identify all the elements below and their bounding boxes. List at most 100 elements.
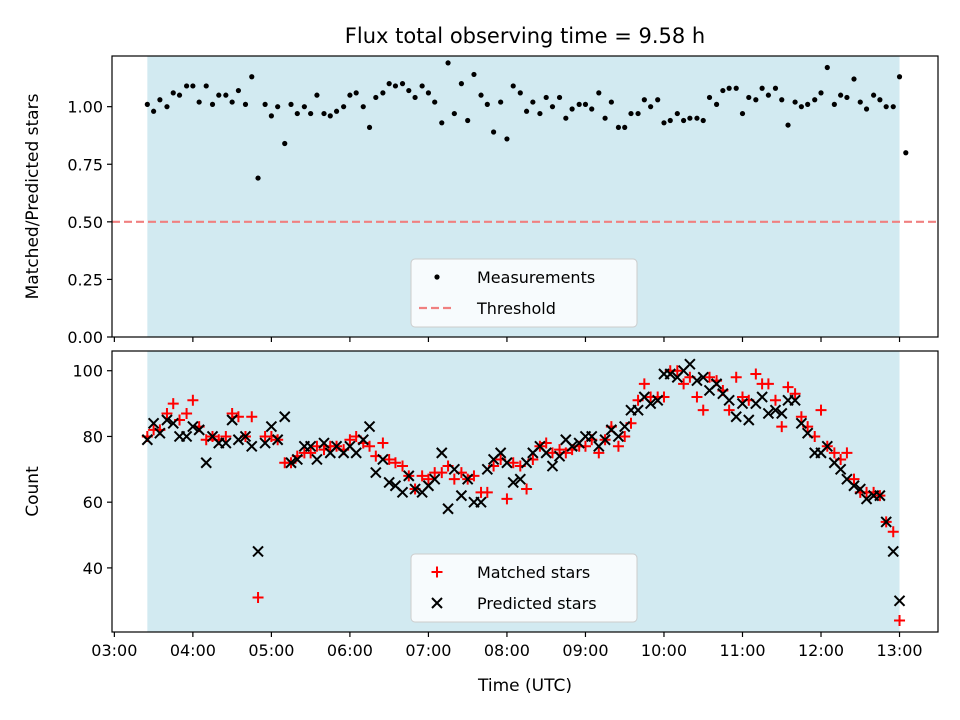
matched-star-point — [697, 404, 709, 416]
measurement-point — [681, 117, 687, 124]
matched-star-point — [612, 440, 624, 452]
measurement-point — [151, 108, 157, 114]
predicted-star-point — [193, 424, 205, 436]
predicted-star-point — [632, 404, 644, 416]
measurement-point — [582, 101, 589, 107]
matched-star-point — [619, 430, 631, 442]
y-tick-label: 80 — [83, 427, 103, 446]
measurement-point — [498, 99, 504, 105]
predicted-star-point — [442, 503, 454, 515]
matched-star-point — [815, 404, 827, 416]
measurement-point — [818, 90, 824, 96]
measurement-point — [706, 94, 713, 101]
measurement-point — [628, 110, 634, 117]
predicted-star-point — [697, 371, 709, 383]
predicted-star-point — [279, 411, 291, 423]
y-axis-label: Count — [23, 466, 43, 517]
matched-star-point — [593, 447, 605, 459]
measurement-point — [190, 83, 196, 89]
measurement-point — [465, 117, 471, 124]
predicted-star-point — [854, 483, 866, 495]
axes-frame — [111, 350, 939, 633]
measurement-point — [406, 87, 412, 94]
measurement-point — [812, 97, 818, 103]
predicted-star-point — [612, 430, 625, 443]
predicted-star-point — [848, 480, 860, 492]
measurement-point — [451, 110, 457, 117]
measurement-point — [549, 104, 556, 110]
measurement-point — [229, 99, 235, 105]
matched-star-point — [448, 473, 460, 485]
y-tick-label: 100 — [72, 362, 103, 381]
measurement-point — [341, 104, 347, 110]
matched-star-point — [554, 444, 566, 456]
ratio-panel: 0.00 0.25 0.50 0.75 1.00 Matched/Predicted st… — [23, 55, 939, 347]
measurement-point — [510, 83, 516, 89]
measurement-point — [844, 94, 850, 101]
measurement-point — [523, 108, 530, 114]
measurement-point — [589, 106, 595, 112]
predicted-star-point — [651, 394, 664, 407]
measurement-point — [779, 97, 785, 103]
predicted-star-point — [494, 447, 507, 459]
measurement-point — [851, 76, 857, 82]
measurement-point — [360, 104, 366, 110]
matched-star-point — [521, 483, 533, 495]
predicted-star-point — [383, 476, 395, 489]
predicted-star-point — [743, 414, 755, 426]
predicted-star-point — [789, 394, 801, 407]
x-tick-label: 04:00 — [170, 641, 216, 660]
predicted-star-point — [769, 404, 782, 416]
predicted-star-point — [357, 434, 369, 446]
measurement-point — [759, 85, 765, 91]
measurement-point — [863, 106, 870, 112]
measurement-point — [321, 110, 327, 117]
measurement-point — [733, 85, 739, 91]
measurement-point — [792, 99, 798, 105]
y-tick-label: 1.00 — [67, 98, 103, 117]
matched-star-point — [481, 486, 493, 498]
measurement-point — [268, 113, 274, 119]
matched-star-point — [887, 526, 899, 538]
matched-star-point — [789, 388, 801, 400]
measurement-point — [380, 90, 386, 96]
predicted-star-point — [271, 434, 284, 446]
predicted-star-point — [546, 460, 559, 472]
measurement-point — [537, 110, 543, 117]
measurement-point — [687, 115, 693, 121]
measurement-point — [504, 136, 510, 142]
measurement-point — [556, 94, 563, 101]
measurement-point — [641, 97, 647, 103]
measurement-point — [661, 120, 667, 126]
predicted-star-point — [507, 476, 519, 489]
matched-star-point — [507, 457, 519, 469]
predicted-star-point — [730, 411, 742, 423]
predicted-star-point — [762, 407, 775, 420]
predicted-star-point — [220, 437, 232, 449]
measurement-point — [765, 92, 772, 98]
measurement-point — [327, 113, 333, 119]
predicted-star-point — [239, 430, 252, 443]
predicted-star-point — [644, 397, 657, 410]
measurement-point — [249, 74, 255, 80]
predicted-star-point — [167, 417, 179, 430]
matched-star-point — [736, 391, 748, 403]
predicted-star-point — [736, 397, 749, 410]
measurement-point — [871, 92, 877, 98]
measurement-point — [700, 117, 706, 124]
matched-star-point — [377, 437, 389, 449]
matched-star-point — [344, 434, 356, 446]
predicted-star-point — [776, 407, 788, 420]
x-tick-label: 10:00 — [641, 641, 687, 660]
measurement-point — [831, 101, 837, 107]
matched-star-point — [383, 453, 395, 465]
predicted-star-point — [887, 545, 899, 558]
measurement-point — [569, 106, 575, 112]
count-panel: 40 60 80 100 03:00 04:00 05:00 06:00 07:00 08:00 0… — [23, 350, 939, 660]
measurement-point — [235, 87, 242, 94]
predicted-star-point — [599, 434, 611, 446]
measurement-point — [903, 150, 909, 156]
matched-star-point — [776, 421, 788, 433]
measurement-point — [170, 90, 176, 96]
